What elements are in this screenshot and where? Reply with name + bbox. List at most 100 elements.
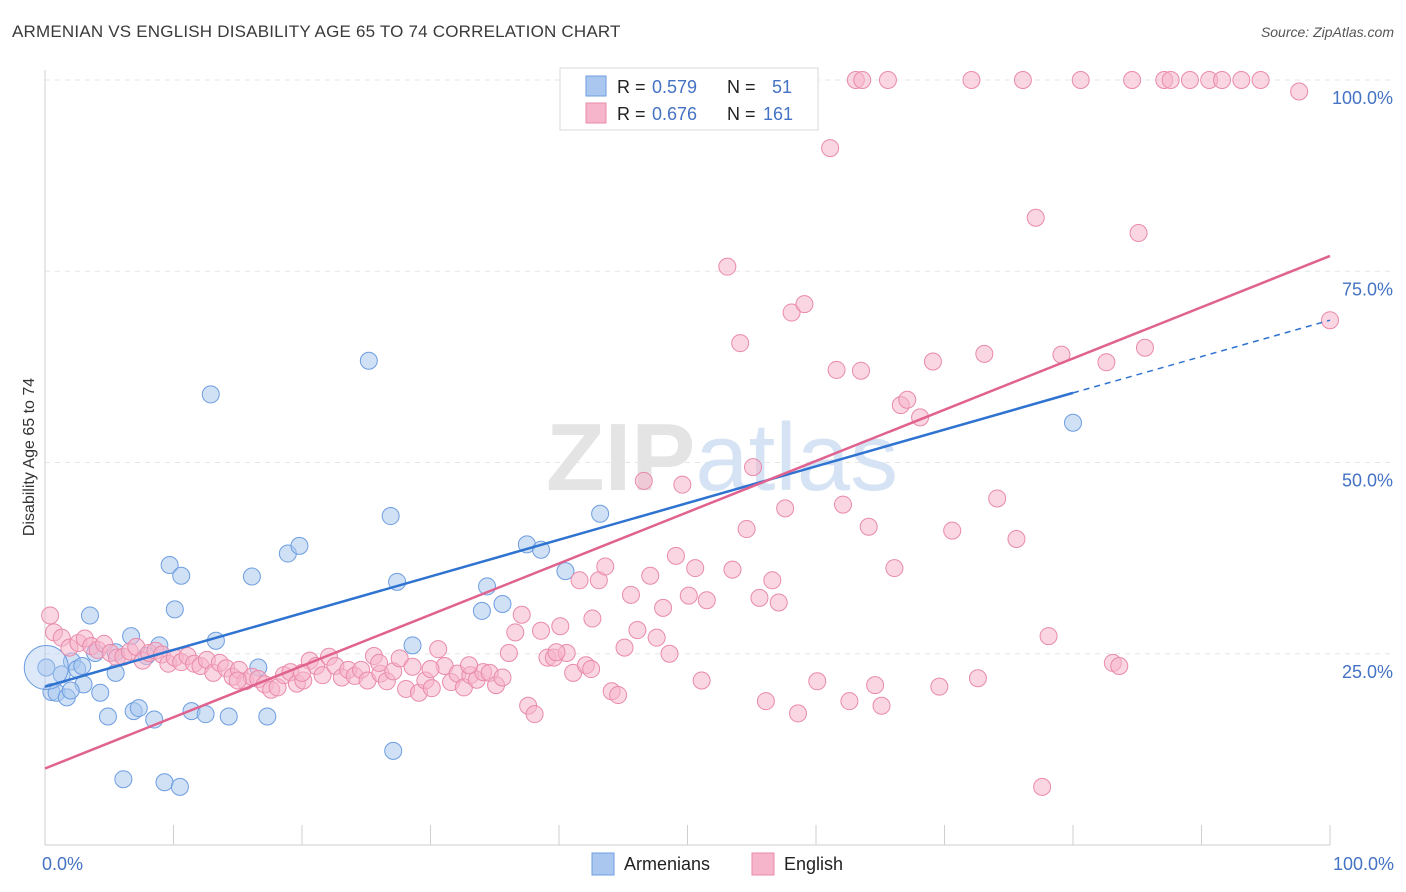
x-tick-labels: 0.0% 100.0% [42,854,1394,874]
english-point-125 [878,71,897,89]
armenian-point-40 [403,636,422,655]
english-point-99 [679,586,698,605]
english-point-106 [744,458,763,477]
english-point-90 [621,585,640,604]
english-point-159 [851,361,870,380]
english-point-152 [1180,71,1199,89]
english-point-147 [1123,71,1142,89]
english-point-136 [988,489,1007,508]
english-point-149 [1135,338,1154,357]
english-point-143 [1071,71,1090,89]
legend-r-label: R = [617,77,646,97]
armenian-point-36 [359,351,378,370]
y-tick-label-2: 75.0% [1342,279,1393,299]
english-point-113 [789,704,808,723]
bottom-legend-english: English [784,854,843,874]
armenian-point-41 [472,601,491,620]
english-point-112 [782,303,801,322]
armenian-trend-line [44,391,1074,688]
english-point-155 [1232,71,1251,89]
english-point-157 [1290,82,1309,101]
armenian-point-23 [165,600,184,619]
english-point-121 [853,71,872,89]
english-point-60 [429,640,448,659]
english-point-42 [313,666,332,685]
armenian-point-25 [172,566,191,585]
armenian-point-38 [384,741,403,760]
english-point-164 [370,653,389,672]
english-point-130 [923,352,942,371]
english-point-101 [692,671,711,690]
english-point-73 [512,605,531,624]
legend-r-value: 0.676 [652,104,697,124]
english-point-111 [776,499,795,518]
armenian-point-11 [98,707,117,726]
armenian-point-46 [556,562,575,581]
armenian-point-27 [196,705,215,724]
english-point-165 [697,591,716,610]
armenian-point-22 [160,556,179,575]
english-point-138 [1013,71,1032,89]
english-point-144 [1097,353,1116,372]
english-point-92 [634,471,653,490]
y-axis-label: Disability Age 65 to 74 [21,378,38,536]
english-point-117 [827,360,846,379]
english-point-141 [1039,627,1058,646]
english-point-97 [666,546,685,565]
english-point-134 [968,669,987,688]
english-point-108 [756,692,775,711]
english-point-118 [833,495,852,514]
armenian-point-50 [61,681,80,700]
legend-swatch-armenians [585,75,607,97]
english-point-154 [1213,71,1232,89]
english-point-91 [628,621,647,640]
english-point-94 [647,628,666,647]
english-point-119 [840,692,859,711]
english-point-93 [641,566,660,585]
armenian-point-17 [129,699,148,718]
watermark-zip: ZIP [546,404,695,511]
english-point-166 [723,560,742,579]
english-point-139 [1026,208,1045,227]
series-armenians [23,351,1082,796]
x-tick-label-0: 0.0% [42,854,83,874]
english-point-96 [660,644,679,663]
legend-n-label: N = [727,104,756,124]
legend-r-value: 0.579 [652,77,697,97]
english-point-126 [885,559,904,578]
legend-n-value: 161 [763,104,793,124]
english-point-137 [1007,530,1026,548]
english-point-122 [859,517,878,536]
english-point-114 [795,295,814,314]
english-point-54 [390,649,409,668]
english-point-146 [1110,656,1129,675]
english-point-82 [570,571,589,590]
english-point-56 [403,657,422,676]
armenian-point-7 [73,656,92,675]
y-tick-label-0: 25.0% [1342,662,1393,682]
english-point-59 [422,679,441,698]
trend-lines [44,254,1331,770]
english-point-160 [421,660,440,679]
bottom-legend-swatch-english [751,852,775,876]
y-tick-label-1: 50.0% [1342,471,1393,491]
armenian-point-21 [155,773,174,792]
armenian-trend-extension [1072,319,1331,394]
english-point-70 [493,668,512,687]
english-point-135 [975,344,994,363]
watermark: ZIPatlas [546,404,898,511]
english-point-148 [1129,224,1148,242]
english-point-128 [898,390,917,409]
armenian-point-14 [114,770,133,789]
armenian-point-48 [1064,413,1082,432]
bottom-legend-armenians: Armenians [624,854,710,874]
english-point-75 [525,705,544,724]
series-english [41,71,1339,796]
page-title: ARMENIAN VS ENGLISH DISABILITY AGE 65 TO… [12,22,621,41]
armenian-point-0 [37,658,56,677]
english-point-98 [673,475,692,494]
english-point-79 [551,617,570,636]
english-point-89 [615,638,634,657]
english-point-115 [808,672,827,691]
english-point-110 [769,593,788,612]
